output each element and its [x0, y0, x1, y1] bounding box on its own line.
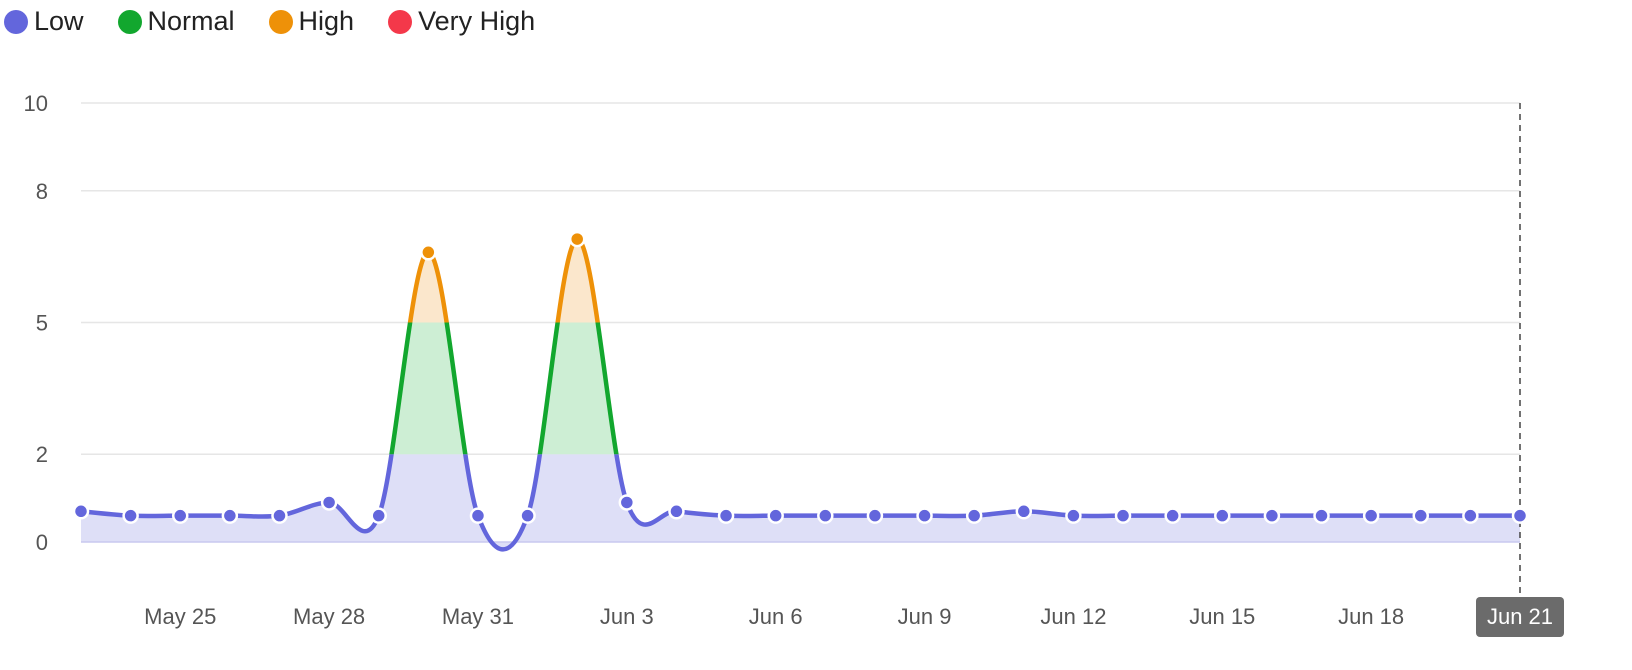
- x-tick-label: May 25: [144, 604, 216, 629]
- legend-label-low: Low: [34, 6, 84, 36]
- data-point[interactable]: [171, 507, 189, 524]
- legend-dot-normal: [117, 9, 142, 34]
- data-point[interactable]: [1015, 503, 1033, 520]
- series-line: [78, 236, 1523, 552]
- legend-label-normal: Normal: [147, 6, 235, 36]
- data-point[interactable]: [817, 507, 834, 524]
- data-point[interactable]: [1462, 507, 1479, 524]
- x-tick-label: Jun 6: [749, 604, 803, 629]
- data-point[interactable]: [1164, 507, 1181, 524]
- data-point[interactable]: [370, 507, 387, 524]
- legend-item-low[interactable]: Low: [0, 6, 84, 37]
- y-tick-label: 2: [36, 442, 48, 467]
- data-points: [72, 230, 1529, 524]
- x-tick-label: Jun 18: [1338, 604, 1404, 629]
- data-point[interactable]: [420, 244, 437, 261]
- area-band-normal: [391, 322, 617, 455]
- x-tick-label: May 31: [442, 604, 514, 629]
- data-point[interactable]: [122, 507, 139, 524]
- data-point[interactable]: [519, 507, 536, 524]
- data-point[interactable]: [1065, 507, 1082, 524]
- data-point[interactable]: [320, 494, 338, 511]
- x-tick-label: Jun 9: [898, 604, 952, 629]
- data-point[interactable]: [965, 507, 983, 524]
- legend: Low Normal High Very High: [0, 6, 565, 37]
- data-point[interactable]: [1412, 507, 1430, 524]
- data-point[interactable]: [271, 507, 288, 524]
- data-point[interactable]: [1214, 507, 1231, 524]
- data-point[interactable]: [717, 507, 735, 524]
- data-point[interactable]: [866, 507, 884, 524]
- data-point[interactable]: [469, 507, 487, 524]
- grid: [81, 102, 1520, 455]
- line-band-low: [78, 454, 1523, 552]
- legend-dot-very-high: [388, 9, 413, 34]
- data-point[interactable]: [1313, 507, 1330, 524]
- legend-label-high: High: [298, 6, 355, 36]
- area-band-low: [81, 454, 1520, 550]
- line-band-normal: [389, 322, 619, 455]
- data-point[interactable]: [72, 503, 90, 520]
- y-tick-label: 5: [36, 311, 48, 336]
- x-tick-label: Jun 3: [600, 604, 654, 629]
- data-point[interactable]: [1114, 507, 1132, 524]
- line-band-high: [407, 236, 601, 323]
- area-band-high: [410, 239, 598, 323]
- legend-item-very-high[interactable]: Very High: [384, 6, 535, 37]
- x-tick-label: Jun 15: [1189, 604, 1255, 629]
- legend-dot-high: [268, 9, 293, 34]
- data-point[interactable]: [668, 503, 685, 520]
- area-band-very-high: [81, 239, 1520, 549]
- crosshair-x-label: Jun 21: [1476, 597, 1564, 637]
- data-point[interactable]: [767, 507, 784, 524]
- x-tick-label: Jun 12: [1040, 604, 1106, 629]
- y-tick-label: 10: [24, 91, 48, 116]
- line-band-very-high: [81, 239, 1520, 549]
- data-point[interactable]: [1362, 507, 1380, 524]
- legend-item-high[interactable]: High: [265, 6, 355, 37]
- data-point[interactable]: [1511, 507, 1529, 524]
- legend-label-very-high: Very High: [418, 6, 536, 36]
- crosshair-label-text: Jun 21: [1487, 604, 1553, 629]
- area-fills: [81, 239, 1520, 550]
- x-tick-label: May 28: [293, 604, 365, 629]
- data-point[interactable]: [568, 230, 586, 248]
- crosshair-label-box: [1476, 597, 1564, 637]
- data-point[interactable]: [618, 494, 636, 511]
- data-point[interactable]: [1263, 507, 1281, 524]
- legend-item-normal[interactable]: Normal: [114, 6, 235, 37]
- data-point[interactable]: [916, 507, 933, 524]
- data-point[interactable]: [221, 507, 239, 524]
- legend-dot-low: [4, 9, 28, 34]
- y-tick-label: 0: [36, 530, 48, 555]
- y-tick-label: 8: [36, 179, 48, 204]
